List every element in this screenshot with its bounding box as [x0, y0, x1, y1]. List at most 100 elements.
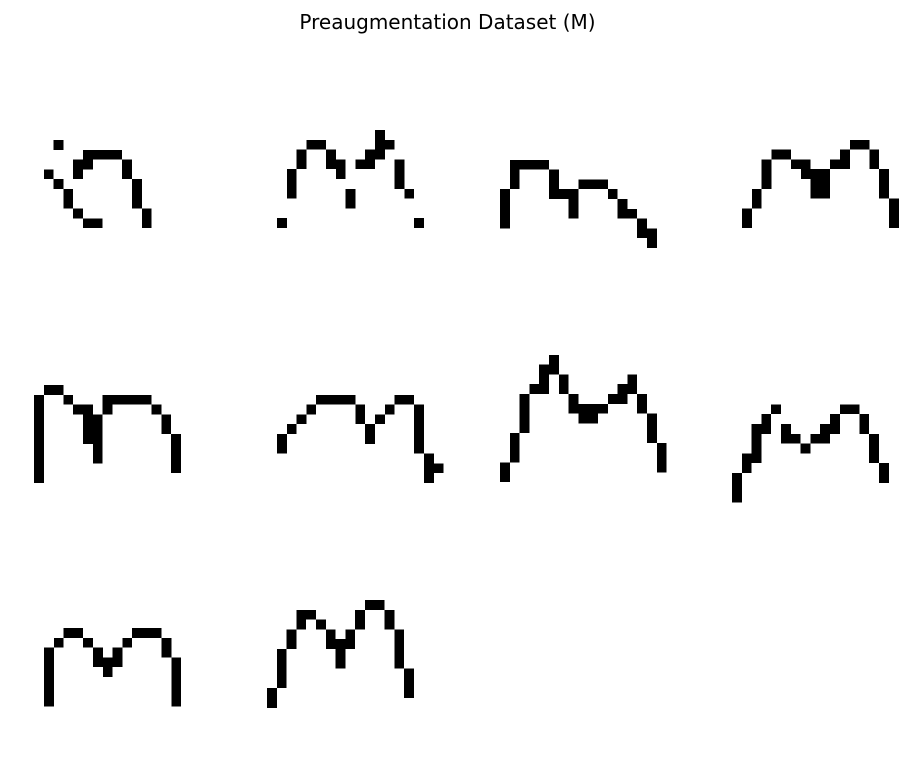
- glyph-pixel: [83, 149, 93, 170]
- glyph-pixel: [83, 424, 93, 444]
- glyph-pixel: [355, 609, 365, 630]
- glyph-pixel: [869, 433, 879, 464]
- glyph-pixel: [384, 609, 395, 630]
- glyph-pixel: [656, 443, 667, 473]
- glyph-pixel: [637, 394, 647, 414]
- glyph-pixel: [306, 139, 326, 150]
- glyph-pixel: [73, 628, 84, 638]
- glyph-pixel: [296, 609, 307, 630]
- glyph-pixel: [732, 473, 742, 503]
- glyph-pixel: [53, 637, 64, 648]
- sample-7: [500, 354, 667, 483]
- glyph-pixel: [509, 159, 520, 190]
- glyph-pixel: [53, 385, 64, 395]
- glyph-pixel: [384, 404, 395, 415]
- glyph-pixel: [345, 394, 356, 405]
- glyph-pixel: [800, 169, 821, 179]
- glyph-pixel: [607, 189, 618, 199]
- glyph-pixel: [830, 414, 840, 434]
- glyph-pixel: [34, 394, 44, 483]
- glyph-pixel: [810, 433, 821, 444]
- glyph-pixel: [568, 394, 579, 414]
- glyph-pixel: [519, 159, 530, 170]
- glyph-pixel: [112, 394, 142, 405]
- glyph-pixel: [63, 394, 74, 405]
- glyph-pixel: [306, 609, 316, 620]
- glyph-pixel: [781, 149, 791, 160]
- glyph-pixel: [529, 384, 540, 394]
- glyph-pixel: [345, 188, 356, 209]
- sample-2: [277, 130, 424, 228]
- glyph-pixel: [840, 149, 850, 170]
- glyph-pixel: [326, 159, 336, 170]
- glyph-pixel: [414, 404, 424, 454]
- glyph-pixel: [394, 179, 405, 189]
- glyph-pixel: [141, 394, 152, 405]
- glyph-pixel: [607, 394, 618, 404]
- glyph-pixel: [53, 140, 64, 150]
- glyph-pixel: [741, 453, 752, 473]
- glyph-pixel: [849, 139, 870, 150]
- glyph-pixel: [549, 354, 559, 375]
- glyph-pixel: [171, 434, 181, 474]
- glyph-pixel: [790, 433, 801, 444]
- glyph-pixel: [404, 668, 414, 698]
- glyph-pixel: [53, 179, 64, 189]
- glyph-pixel: [112, 647, 123, 668]
- glyph-pixel: [267, 688, 277, 708]
- glyph-pixel: [277, 434, 287, 454]
- glyph-pixel: [73, 404, 83, 415]
- glyph-pixel: [151, 404, 162, 415]
- glyph-pixel: [558, 189, 579, 199]
- glyph-pixel: [414, 218, 424, 228]
- glyph-pixel: [335, 159, 346, 179]
- glyph-pixel: [286, 629, 297, 649]
- glyph-pixel: [326, 394, 346, 405]
- glyph-pixel: [93, 647, 103, 668]
- glyph-pixel: [879, 169, 889, 199]
- glyph-pixel: [800, 443, 811, 454]
- glyph-pixel: [326, 149, 336, 160]
- glyph-pixel: [161, 637, 172, 658]
- glyph-pixel: [539, 364, 549, 394]
- glyph-pixel: [171, 657, 182, 707]
- glyph-pixel: [83, 637, 93, 648]
- glyph-pixel: [830, 159, 840, 170]
- glyph-pixel: [122, 159, 132, 180]
- glyph-pixel: [151, 628, 162, 638]
- glyph-pixel: [500, 462, 510, 483]
- glyph-pixel: [549, 169, 559, 199]
- glyph-pixel: [375, 414, 385, 425]
- glyph-pixel: [132, 179, 142, 209]
- glyph-pixel: [810, 179, 831, 199]
- glyph-pixel: [781, 424, 791, 444]
- glyph-pixel: [132, 628, 152, 638]
- glyph-pixel: [325, 629, 336, 649]
- glyph-pixel: [92, 149, 123, 160]
- glyph-pixel: [404, 188, 415, 199]
- glyph-pixel: [73, 159, 83, 180]
- glyph-pixel: [296, 414, 307, 425]
- glyph-pixel: [617, 384, 628, 404]
- glyph-pixel: [529, 159, 549, 170]
- glyph-pixel: [92, 414, 103, 464]
- glyph-pixel: [286, 424, 297, 434]
- glyph-pixel: [751, 188, 762, 209]
- glyph-pixel: [277, 218, 287, 228]
- glyph-pixel: [627, 208, 638, 219]
- glyph-pixel: [433, 463, 444, 474]
- figure-title: Preaugmentation Dataset (M): [299, 10, 596, 34]
- glyph-pixel: [394, 394, 415, 405]
- glyph-pixel: [820, 169, 831, 179]
- glyph-pixel: [500, 189, 510, 209]
- glyph-pixel: [578, 403, 598, 424]
- glyph-pixel: [617, 199, 628, 219]
- glyph-pixel: [375, 130, 385, 150]
- glyph-pixel: [43, 385, 54, 395]
- glyph-pixel: [509, 433, 520, 463]
- glyph-pixel: [365, 149, 385, 160]
- glyph-pixel: [598, 403, 608, 414]
- glyph-pixel: [355, 159, 375, 170]
- glyph-pixel: [820, 424, 830, 444]
